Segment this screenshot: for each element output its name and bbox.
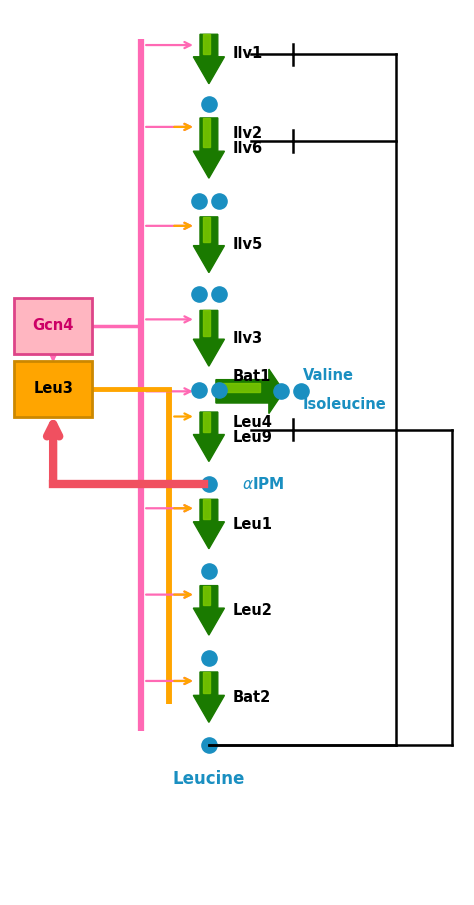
FancyArrow shape xyxy=(203,500,210,519)
FancyArrow shape xyxy=(203,118,210,148)
FancyArrow shape xyxy=(193,500,225,548)
FancyBboxPatch shape xyxy=(15,361,92,416)
Point xyxy=(205,727,213,741)
FancyArrow shape xyxy=(203,672,210,692)
Point xyxy=(215,435,223,450)
FancyArrow shape xyxy=(193,412,225,462)
Point xyxy=(205,538,213,553)
Point xyxy=(215,332,223,347)
Text: Leu4
Leu9: Leu4 Leu9 xyxy=(232,414,272,444)
Text: Leu2: Leu2 xyxy=(232,603,272,618)
Point xyxy=(195,230,202,244)
FancyArrow shape xyxy=(193,118,225,178)
Text: Bat2: Bat2 xyxy=(232,690,271,705)
Text: Ilv1: Ilv1 xyxy=(232,46,263,62)
FancyArrow shape xyxy=(203,412,210,432)
Text: Gcn4: Gcn4 xyxy=(32,319,74,333)
FancyArrow shape xyxy=(193,34,225,84)
Point xyxy=(215,230,223,244)
Point xyxy=(205,633,213,647)
FancyArrow shape xyxy=(193,586,225,635)
Text: Valine: Valine xyxy=(302,367,354,383)
Text: Leu1: Leu1 xyxy=(232,517,273,531)
Point xyxy=(195,332,202,347)
Text: Bat1: Bat1 xyxy=(232,369,271,384)
Text: Leu3: Leu3 xyxy=(33,381,73,396)
Text: Ilv3: Ilv3 xyxy=(232,330,263,346)
Text: Leucine: Leucine xyxy=(173,770,245,788)
Text: $\alpha$IPM: $\alpha$IPM xyxy=(242,476,284,492)
FancyArrow shape xyxy=(193,310,225,367)
Point xyxy=(297,437,305,452)
FancyArrow shape xyxy=(216,369,284,414)
Text: Ilv2
Ilv6: Ilv2 Ilv6 xyxy=(232,126,263,156)
Text: Isoleucine: Isoleucine xyxy=(302,397,386,413)
Point xyxy=(205,822,213,836)
FancyArrow shape xyxy=(203,34,210,54)
FancyBboxPatch shape xyxy=(15,298,92,354)
FancyArrow shape xyxy=(203,217,210,243)
FancyArrow shape xyxy=(216,383,260,392)
FancyArrow shape xyxy=(203,310,210,336)
Point xyxy=(195,435,202,450)
FancyArrow shape xyxy=(203,586,210,605)
FancyArrow shape xyxy=(193,217,225,272)
Point xyxy=(205,125,213,139)
Point xyxy=(277,437,284,452)
Text: Ilv5: Ilv5 xyxy=(232,237,263,252)
FancyArrow shape xyxy=(193,672,225,722)
